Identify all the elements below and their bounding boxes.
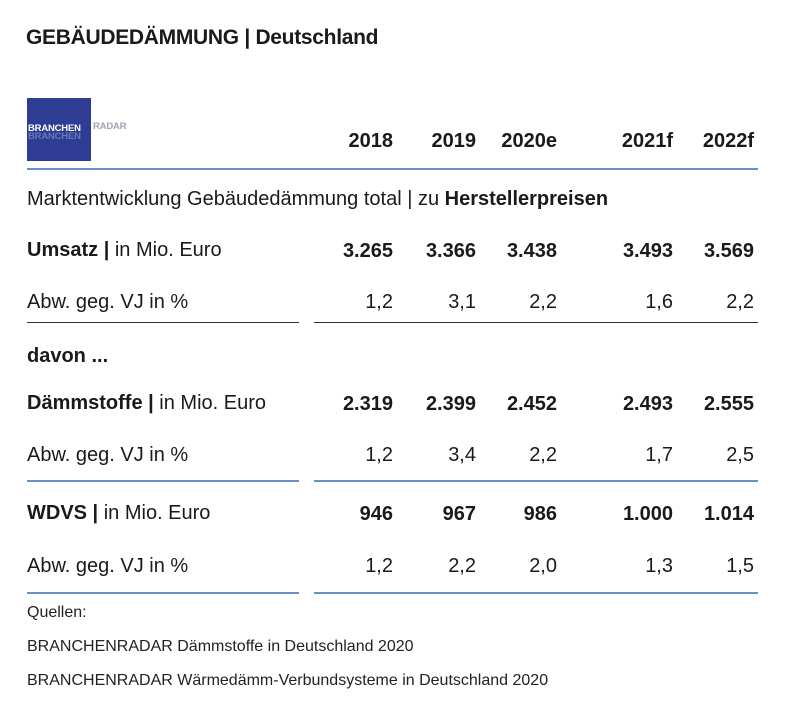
table-cell: 2,5: [726, 444, 754, 466]
table-cell: 3.569: [703, 240, 754, 262]
table-cell: 2.493: [622, 393, 673, 415]
footer-rule-values: [314, 592, 758, 594]
table-cell: 946: [359, 503, 393, 525]
table-cell: 1.014: [703, 503, 754, 525]
row-label-wdvs-change: Abw. geg. VJ in %: [27, 555, 189, 577]
col-header-2018: 2018: [348, 130, 394, 152]
row-label-unit: in Mio. Euro: [109, 239, 222, 261]
row-label-daemmstoffe-change: Abw. geg. VJ in %: [27, 444, 189, 466]
row-label-umsatz: Umsatz | in Mio. Euro: [27, 239, 222, 262]
section-title-text: Marktentwicklung Gebäudedämmung total | …: [27, 188, 445, 210]
row-label-bold: WDVS |: [27, 502, 99, 524]
table-cell: 1,2: [365, 291, 393, 313]
section-rule-values: [314, 480, 758, 482]
table-cell: 2,2: [726, 291, 754, 313]
table-cell: 2.399: [425, 393, 476, 415]
table-cell: 3.265: [342, 240, 393, 262]
page-title: GEBÄUDEDÄMMUNG | Deutschland: [26, 26, 379, 49]
row-rule-label: [27, 322, 299, 323]
logo-text: BRANCHEN: [28, 123, 81, 134]
section-rule-label: [27, 480, 299, 482]
table-cell: 2,2: [529, 291, 557, 313]
logo-text-radar: RADAR: [93, 121, 127, 132]
table-cell: 3,1: [448, 291, 476, 313]
row-label-wdvs: WDVS | in Mio. Euro: [27, 502, 210, 525]
row-label-daemmstoffe: Dämmstoffe | in Mio. Euro: [27, 392, 266, 415]
source-item: BRANCHENRADAR Wärmedämm-Verbundsysteme i…: [27, 672, 549, 689]
table-cell: 1,6: [645, 291, 673, 313]
table-cell: 3.438: [506, 240, 557, 262]
col-header-2019: 2019: [431, 130, 477, 152]
row-rule-values: [314, 322, 758, 323]
col-header-2020e: 2020e: [501, 130, 557, 152]
table-cell: 3.366: [425, 240, 476, 262]
row-label-bold: Dämmstoffe |: [27, 392, 154, 414]
row-label-bold: Umsatz |: [27, 239, 110, 261]
table-cell: 3.493: [622, 240, 673, 262]
source-item: BRANCHENRADAR Dämmstoffe in Deutschland …: [27, 638, 414, 655]
logo-text-reflection: BRANCHEN: [28, 131, 81, 142]
table-cell: 986: [523, 503, 557, 525]
row-label-davon: davon ...: [27, 345, 109, 367]
col-header-2022f: 2022f: [702, 130, 754, 152]
table-cell: 1,5: [726, 555, 754, 577]
section-title-emphasis: Herstellerpreisen: [444, 188, 609, 210]
table-cell: 1,2: [365, 555, 393, 577]
table-cell: 2,0: [529, 555, 557, 577]
table-cell: 2.452: [506, 393, 557, 415]
table-cell: 967: [442, 503, 476, 525]
header-rule: [27, 168, 758, 170]
sources-heading: Quellen:: [27, 604, 87, 621]
branchenradar-logo: BRANCHEN BRANCHEN: [27, 98, 91, 161]
table-cell: 2,2: [529, 444, 557, 466]
table-cell: 2,2: [448, 555, 476, 577]
footer-rule-label: [27, 592, 299, 594]
col-header-2021f: 2021f: [621, 130, 673, 152]
table-cell: 3,4: [448, 444, 476, 466]
row-label-umsatz-change: Abw. geg. VJ in %: [27, 291, 189, 313]
section-title: Marktentwicklung Gebäudedämmung total | …: [27, 188, 608, 211]
table-cell: 1,3: [645, 555, 673, 577]
table-cell: 1,2: [365, 444, 393, 466]
table-cell: 1,7: [645, 444, 673, 466]
row-label-unit: in Mio. Euro: [98, 502, 211, 524]
table-cell: 2.319: [342, 393, 393, 415]
row-label-unit: in Mio. Euro: [153, 392, 266, 414]
table-cell: 2.555: [703, 393, 754, 415]
table-cell: 1.000: [622, 503, 673, 525]
